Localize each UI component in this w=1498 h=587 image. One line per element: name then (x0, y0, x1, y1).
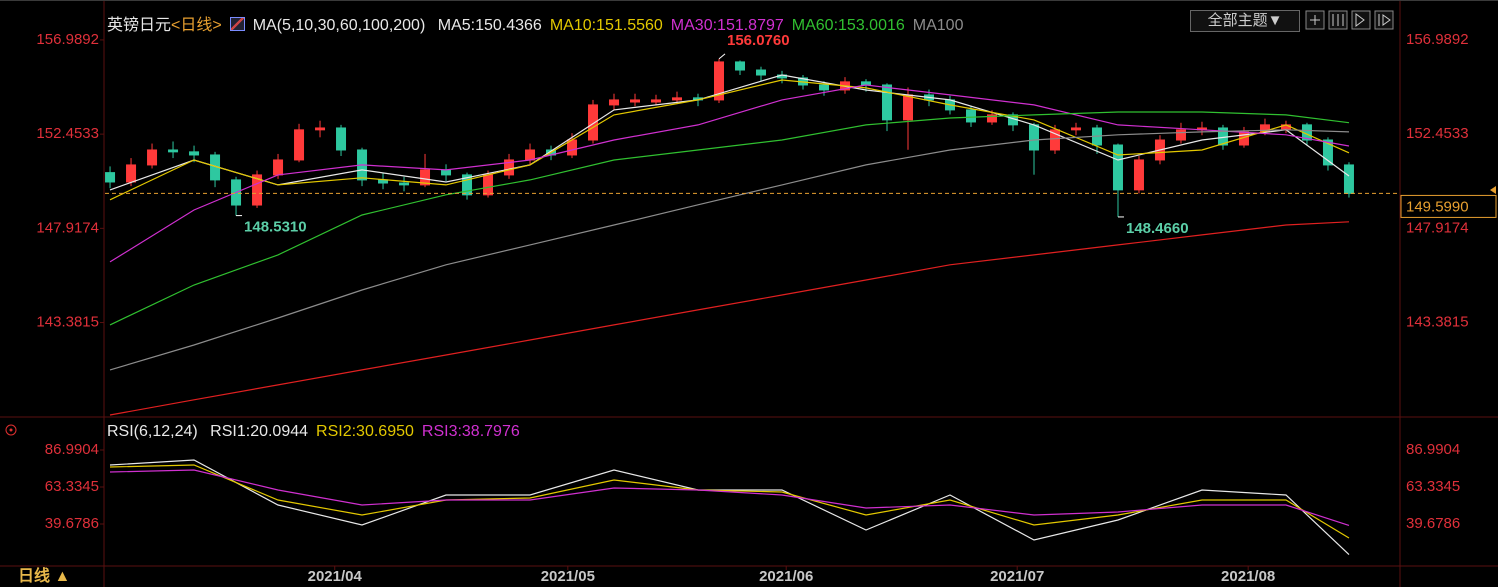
candle-body (147, 149, 158, 166)
theme-button[interactable]: 全部主题▼ (1190, 10, 1300, 32)
candle-body (504, 159, 515, 176)
y-tick-label-right: 39.6786 (1406, 515, 1460, 532)
candle-body (399, 182, 410, 186)
rsi-legend: RSI(6,12,24) RSI1:20.0944 RSI2:30.6950 RSI… (107, 423, 528, 441)
indicator-label: MA(5,10,30,60,100,200) (252, 17, 426, 34)
price-pointer (1490, 186, 1496, 194)
y-tick-label: 63.3345 (45, 478, 99, 495)
legend-entry: MA5:150.4366 (437, 17, 542, 34)
period: <日线> (171, 17, 222, 34)
extreme-label: 148.5310 (244, 219, 307, 236)
series-line (109, 464, 1350, 539)
extreme-label: 148.4660 (1126, 220, 1189, 237)
candle-body (168, 149, 179, 153)
toolbar-icons (1305, 10, 1394, 30)
title: 英镑日元 (107, 17, 172, 34)
indicator-icon (229, 17, 245, 31)
x-tick-label: 2021/05 (541, 568, 595, 585)
y-tick-label: 39.6786 (45, 515, 99, 532)
settings-icon[interactable] (5, 424, 17, 436)
series-line (109, 79, 1350, 201)
candle-body (1133, 159, 1144, 191)
candle-body (1343, 164, 1354, 194)
x-tick-label: 2021/04 (308, 568, 363, 585)
candle-body (1028, 124, 1039, 151)
indicator-label: RSI(6,12,24) (107, 423, 198, 440)
legend-entry: MA10:151.5560 (549, 17, 663, 34)
candle-body (965, 109, 976, 123)
candle-body (756, 69, 767, 76)
candle-body (1112, 144, 1123, 191)
candle-body (651, 99, 662, 103)
series-line (109, 84, 1350, 263)
candle-body (105, 172, 116, 183)
candle-body (189, 151, 200, 156)
y-tick-label: 86.9904 (45, 441, 99, 458)
last-price-box (1400, 194, 1497, 218)
y-tick-label-right: 63.3345 (1406, 478, 1460, 495)
candle-body (609, 99, 620, 106)
y-tick-label-right: 143.3815 (1406, 314, 1469, 331)
legend-entry: MA100 (912, 17, 964, 34)
x-tick-label: 2021/07 (990, 568, 1044, 585)
candle-body (672, 97, 683, 101)
x-tick-label: 2021/06 (759, 568, 813, 585)
y-tick-label-right: 156.9892 (1406, 31, 1469, 48)
candle-body (902, 94, 913, 121)
main-legend: 英镑日元<日线> MA(5,10,30,60,100,200) MA5:150.4… (107, 11, 971, 35)
legend-entry: RSI2:30.6950 (316, 423, 414, 440)
candle-body (420, 169, 431, 186)
series-line (109, 459, 1350, 556)
y-tick-label: 143.3815 (36, 314, 99, 331)
candle-body (588, 104, 599, 141)
candle-body (1070, 127, 1081, 131)
candle-body (735, 61, 746, 71)
y-tick-label: 156.9892 (36, 31, 99, 48)
y-tick-label: 147.9174 (36, 219, 99, 236)
candle-body (1049, 129, 1060, 151)
candle-body (986, 114, 997, 123)
icon-button[interactable] (1351, 10, 1371, 30)
candle-body (1322, 139, 1333, 166)
candle-body (483, 174, 494, 196)
x-tick-label: 2021/08 (1221, 568, 1275, 585)
candle-body (315, 127, 326, 131)
period-button[interactable]: 日线 ▲ (18, 568, 71, 585)
candle-body (294, 129, 305, 161)
y-tick-label-right: 86.9904 (1406, 441, 1460, 458)
candle-body (819, 84, 830, 91)
candle-body (1175, 129, 1186, 141)
extreme-marker (718, 53, 726, 60)
series-line (109, 129, 1350, 371)
last-price-label: 149.5990 (1406, 198, 1469, 215)
legend-entry: RSI1:20.0944 (210, 423, 309, 440)
candle-body (714, 61, 725, 101)
series-line (109, 221, 1350, 416)
legend-entry: RSI3:38.7976 (421, 423, 520, 440)
candle-body (126, 164, 137, 183)
legend-entry: MA60:153.0016 (791, 17, 905, 34)
y-tick-label-right: 152.4533 (1406, 125, 1469, 142)
candle-body (336, 127, 347, 151)
extreme-label: 156.0760 (727, 32, 790, 49)
series-line (109, 74, 1350, 191)
candle-body (525, 149, 536, 161)
legend-entry: MA30:151.8797 (670, 17, 784, 34)
candle-body (252, 174, 263, 206)
y-tick-label: 152.4533 (36, 125, 99, 142)
candle-body (881, 84, 892, 121)
icon-glyphs (1310, 13, 1391, 27)
candle-body (273, 159, 284, 176)
settings-icon-dot (9, 428, 13, 432)
y-tick-label-right: 147.9174 (1406, 219, 1469, 236)
candle-body (441, 169, 452, 176)
candle-body (462, 174, 473, 196)
series-line (109, 469, 1350, 526)
candle-body (630, 99, 641, 103)
series-line (109, 111, 1350, 326)
